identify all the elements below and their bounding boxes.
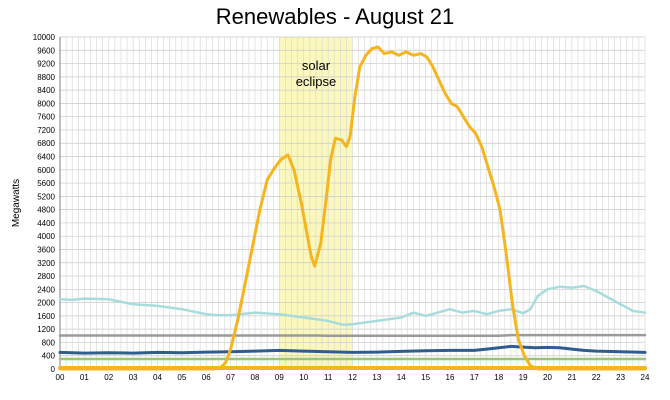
- x-tick-label: 14: [397, 373, 406, 382]
- x-tick-label: 20: [543, 373, 552, 382]
- x-tick-label: 00: [56, 373, 65, 382]
- y-tick-label: 8000: [37, 99, 55, 108]
- eclipse-annotation-text: eclipse: [296, 74, 336, 89]
- x-tick-label: 21: [567, 373, 576, 382]
- x-tick-label: 11: [324, 373, 333, 382]
- x-tick-label: 01: [80, 373, 89, 382]
- y-tick-label: 9200: [37, 60, 55, 69]
- y-tick-label: 6000: [37, 166, 55, 175]
- chart-title: Renewables - August 21: [215, 4, 455, 29]
- y-tick-label: 3200: [37, 259, 55, 268]
- x-tick-label: 24: [641, 373, 650, 382]
- x-tick-label: 17: [470, 373, 479, 382]
- y-tick-label: 2800: [37, 272, 55, 281]
- y-tick-label: 5600: [37, 179, 55, 188]
- y-tick-label: 8400: [37, 86, 55, 95]
- y-tick-label: 400: [42, 352, 56, 361]
- series-line-geothermal: [58, 333, 647, 338]
- series-line-small-hydro: [58, 344, 647, 355]
- eclipse-annotation-text: solar: [302, 58, 331, 73]
- y-tick-label: 4800: [37, 206, 55, 215]
- y-tick-label: 800: [42, 338, 56, 347]
- x-tick-label: 09: [275, 373, 284, 382]
- x-tick-label: 07: [226, 373, 235, 382]
- y-tick-label: 4400: [37, 219, 55, 228]
- x-tick-label: 06: [202, 373, 211, 382]
- series-line-wind: [58, 284, 647, 327]
- y-tick-label: 6400: [37, 153, 55, 162]
- y-tick-label: 4000: [37, 232, 55, 241]
- y-tick-label: 2000: [37, 299, 55, 308]
- y-tick-label: 3600: [37, 245, 55, 254]
- x-tick-label: 15: [421, 373, 430, 382]
- x-tick-label: 10: [299, 373, 308, 382]
- x-tick-label: 16: [446, 373, 455, 382]
- series-line-solar: [58, 45, 647, 371]
- y-tick-label: 1200: [37, 325, 55, 334]
- x-tick-label: 23: [616, 373, 625, 382]
- y-tick-label: 9600: [37, 46, 55, 55]
- x-tick-label: 02: [104, 373, 113, 382]
- x-tick-label: 19: [519, 373, 528, 382]
- y-tick-label: 7600: [37, 113, 55, 122]
- y-tick-label: 0: [51, 365, 56, 374]
- y-tick-label: 7200: [37, 126, 55, 135]
- y-tick-label: 5200: [37, 192, 55, 201]
- x-tick-label: 12: [348, 373, 357, 382]
- y-tick-label: 1600: [37, 312, 55, 321]
- x-tick-label: 22: [592, 373, 601, 382]
- x-tick-label: 04: [153, 373, 162, 382]
- x-tick-label: 13: [372, 373, 381, 382]
- x-tick-label: 03: [129, 373, 138, 382]
- y-tick-label: 10000: [33, 33, 56, 42]
- y-axis-label: Megawatts: [11, 179, 22, 227]
- y-tick-label: 2400: [37, 285, 55, 294]
- x-tick-label: 05: [177, 373, 186, 382]
- x-tick-label: 18: [494, 373, 503, 382]
- x-tick-label: 08: [251, 373, 260, 382]
- y-tick-label: 6800: [37, 139, 55, 148]
- y-tick-label: 8800: [37, 73, 55, 82]
